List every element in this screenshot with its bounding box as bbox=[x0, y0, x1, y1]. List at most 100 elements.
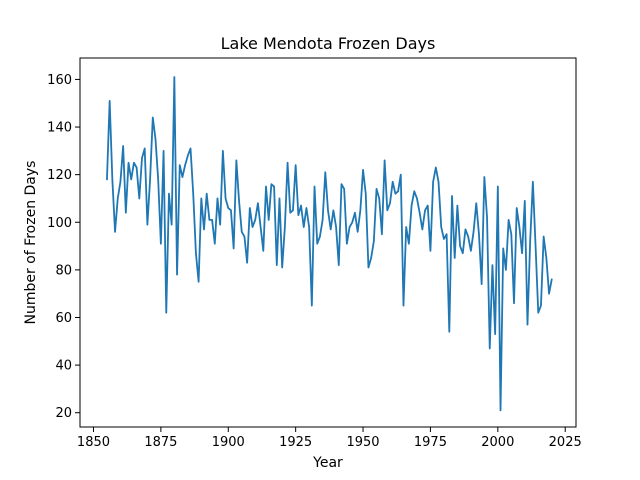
data-point bbox=[222, 150, 224, 152]
data-point bbox=[125, 212, 127, 214]
data-point bbox=[419, 212, 421, 214]
data-point bbox=[416, 197, 418, 200]
axes-frame bbox=[79, 57, 577, 428]
data-point bbox=[130, 178, 132, 181]
data-point bbox=[243, 235, 246, 238]
y-tick-label: 160 bbox=[47, 73, 72, 88]
data-point bbox=[189, 147, 192, 150]
data-point bbox=[373, 240, 375, 242]
data-point bbox=[136, 166, 138, 169]
data-point bbox=[464, 228, 467, 231]
y-tick-label: 140 bbox=[47, 121, 72, 136]
data-point bbox=[521, 252, 523, 254]
data-point bbox=[357, 231, 359, 233]
data-point bbox=[505, 269, 507, 271]
data-point bbox=[157, 178, 159, 181]
data-point bbox=[348, 226, 351, 228]
data-point bbox=[281, 266, 283, 269]
data-point bbox=[534, 245, 537, 247]
data-point bbox=[494, 333, 496, 335]
data-point bbox=[324, 171, 326, 173]
data-point bbox=[165, 312, 167, 314]
y-tick-label: 20 bbox=[55, 406, 72, 421]
data-point bbox=[322, 219, 324, 221]
data-point bbox=[397, 190, 399, 192]
data-point bbox=[198, 281, 200, 283]
data-point bbox=[386, 209, 388, 211]
x-tick-label: 1975 bbox=[414, 435, 447, 450]
data-point bbox=[454, 257, 456, 259]
data-point bbox=[235, 159, 237, 161]
x-axis-label: Year bbox=[312, 455, 343, 471]
data-point bbox=[162, 150, 165, 152]
data-point bbox=[251, 226, 254, 228]
plot-area bbox=[106, 76, 553, 412]
data-point bbox=[330, 228, 332, 231]
data-point bbox=[392, 181, 394, 183]
data-point bbox=[478, 233, 480, 235]
data-point bbox=[109, 100, 111, 102]
data-point bbox=[518, 226, 520, 228]
data-point bbox=[152, 116, 154, 119]
data-point bbox=[335, 226, 337, 228]
data-point bbox=[241, 231, 243, 233]
data-point bbox=[160, 243, 162, 245]
data-point bbox=[338, 264, 340, 266]
data-point bbox=[138, 197, 140, 200]
series-line bbox=[106, 76, 553, 412]
data-point bbox=[427, 205, 429, 207]
data-point bbox=[114, 231, 116, 233]
data-point bbox=[203, 228, 205, 231]
data-point bbox=[359, 209, 361, 211]
data-point bbox=[192, 193, 194, 195]
data-point bbox=[292, 209, 294, 211]
data-point bbox=[470, 250, 472, 252]
data-point bbox=[332, 209, 334, 211]
data-point bbox=[435, 166, 437, 169]
data-point bbox=[437, 181, 440, 183]
data-point bbox=[346, 243, 348, 245]
data-point bbox=[508, 219, 510, 221]
data-point bbox=[238, 200, 240, 202]
data-point bbox=[446, 233, 448, 235]
data-point bbox=[230, 209, 232, 211]
data-point bbox=[389, 202, 391, 204]
data-point bbox=[295, 164, 297, 166]
data-point bbox=[144, 147, 146, 150]
data-point bbox=[270, 183, 272, 185]
data-point bbox=[211, 219, 213, 221]
data-point bbox=[127, 162, 130, 164]
data-point bbox=[459, 245, 461, 247]
x-tick-label: 1900 bbox=[212, 435, 245, 450]
data-point bbox=[354, 212, 356, 214]
data-point bbox=[510, 233, 512, 235]
data-point bbox=[365, 193, 367, 195]
data-point bbox=[300, 205, 302, 207]
data-point bbox=[370, 257, 372, 259]
chart-title: Lake Mendota Frozen Days bbox=[221, 34, 436, 53]
data-point bbox=[233, 247, 235, 250]
data-point bbox=[410, 205, 413, 207]
data-point bbox=[262, 250, 264, 252]
data-point bbox=[489, 347, 491, 350]
data-point bbox=[378, 197, 380, 200]
data-point bbox=[532, 181, 534, 183]
data-point bbox=[537, 312, 539, 314]
data-point bbox=[122, 145, 124, 147]
data-point bbox=[408, 243, 410, 245]
data-point bbox=[402, 304, 405, 307]
data-point bbox=[176, 274, 178, 276]
data-point bbox=[548, 293, 550, 295]
data-point bbox=[462, 252, 464, 254]
data-point bbox=[421, 228, 423, 231]
data-point bbox=[268, 219, 270, 221]
data-point bbox=[146, 224, 148, 226]
x-tick-label: 1925 bbox=[279, 435, 312, 450]
data-point bbox=[284, 226, 286, 228]
data-point bbox=[187, 155, 189, 157]
y-tick-label: 120 bbox=[47, 168, 72, 183]
data-point bbox=[340, 183, 343, 185]
data-point bbox=[149, 178, 151, 181]
data-point bbox=[483, 176, 485, 178]
